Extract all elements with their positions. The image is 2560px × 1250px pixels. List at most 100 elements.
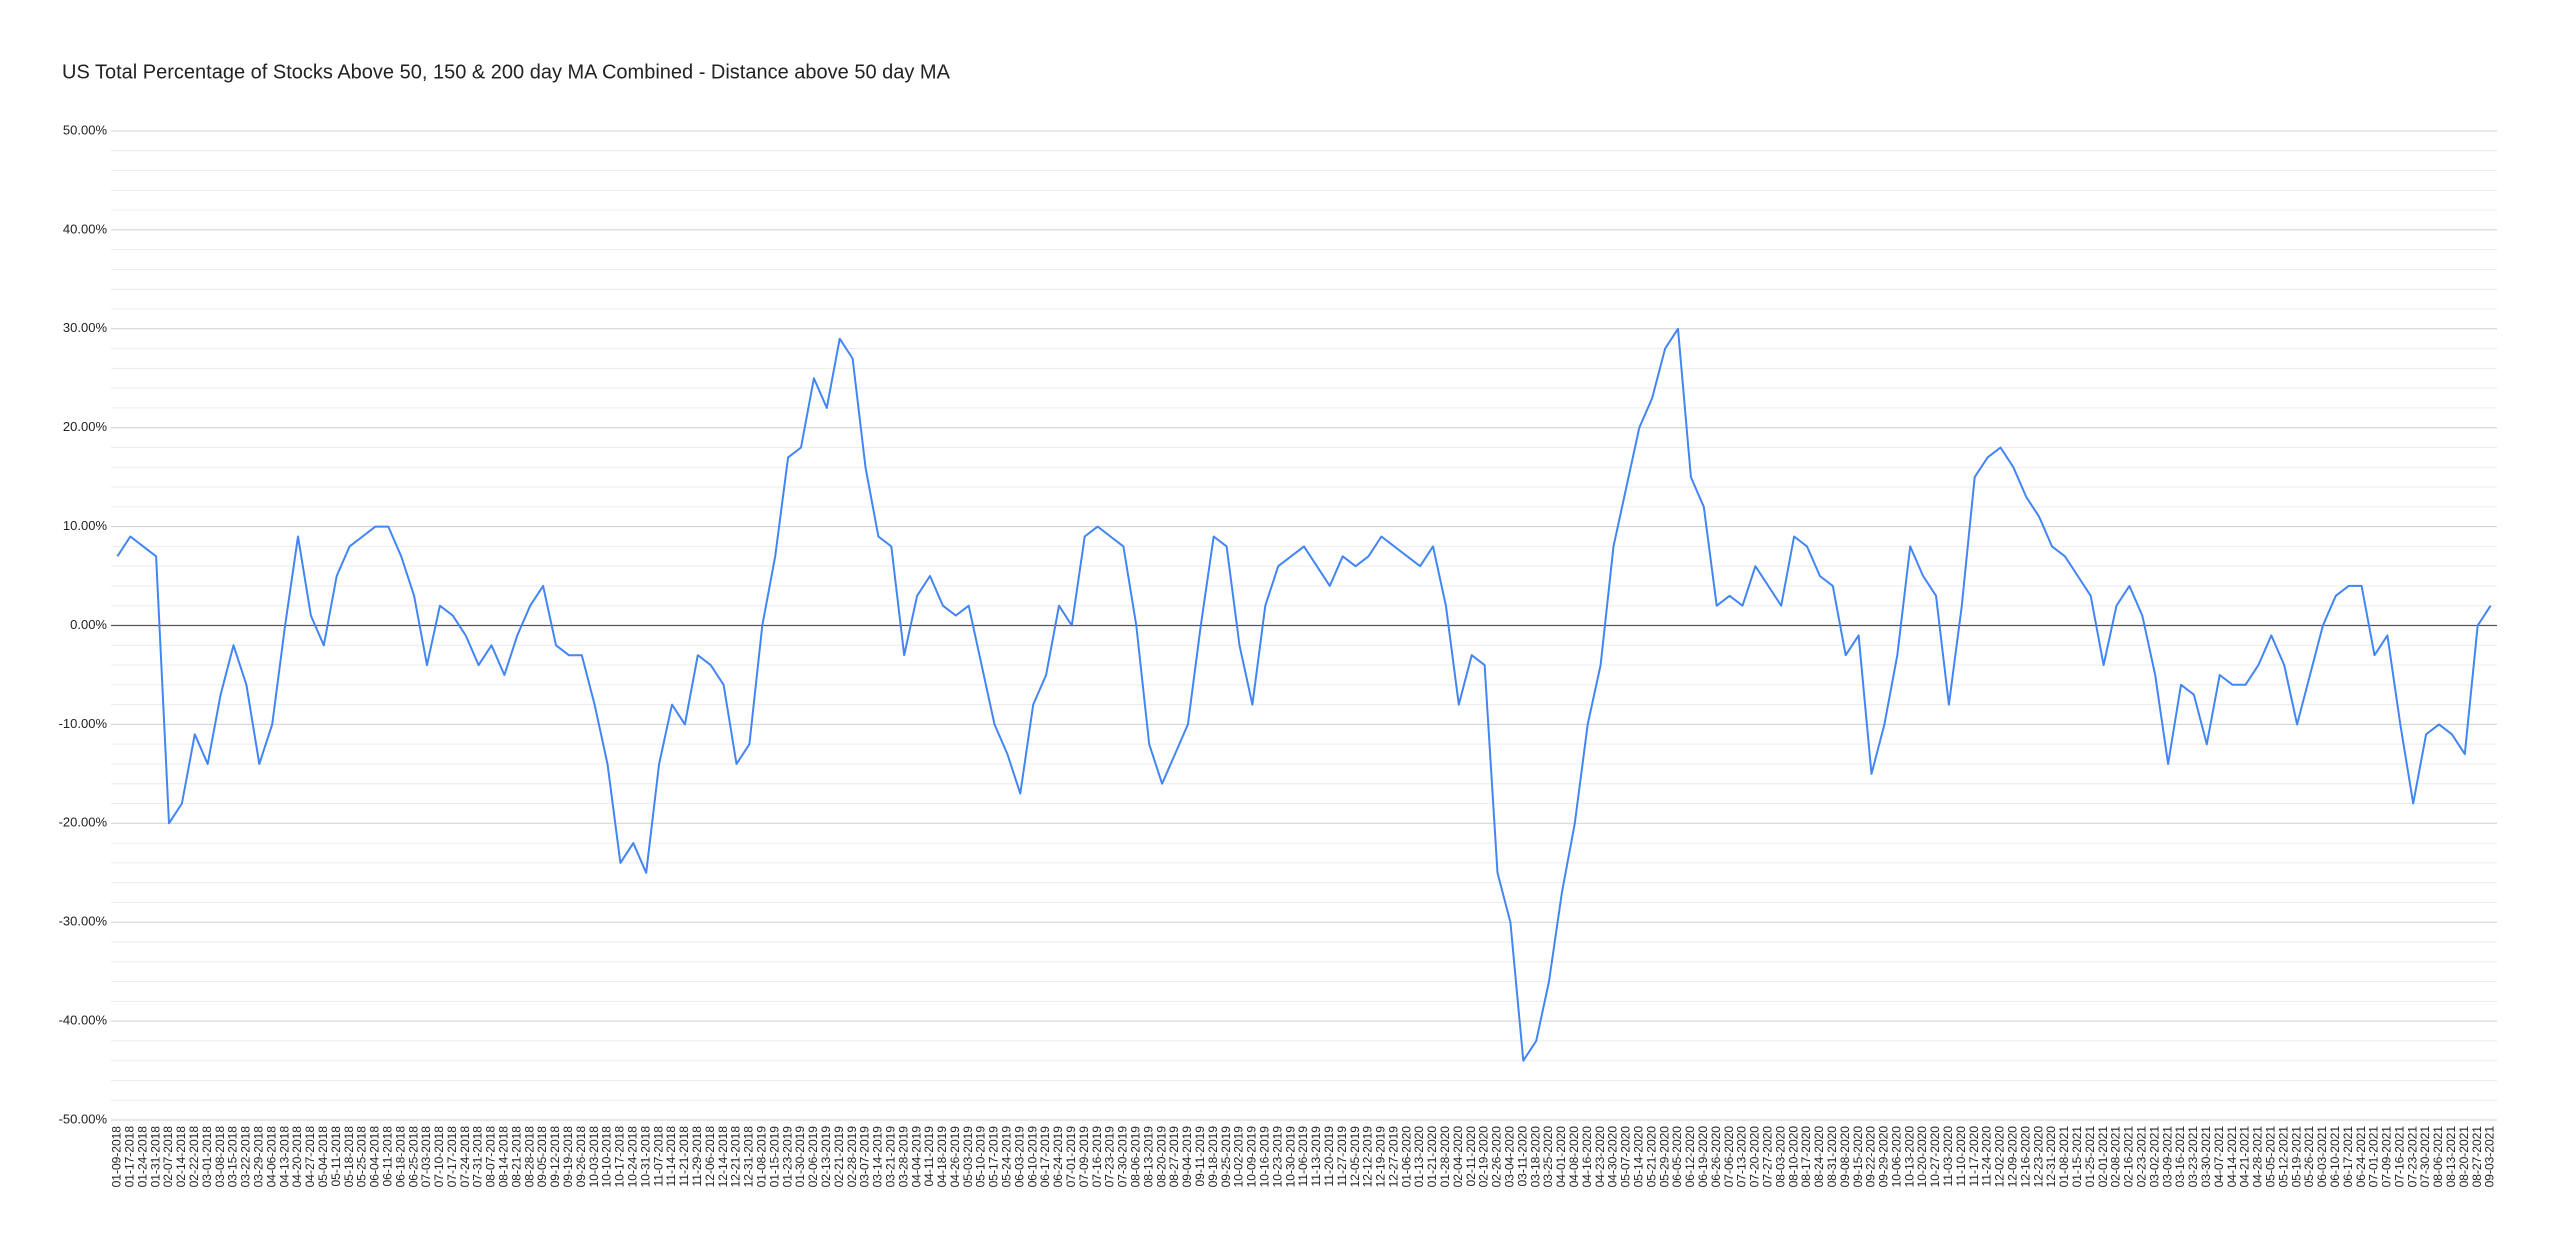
x-tick-label: 01-24-2018 (135, 1126, 149, 1188)
x-tick-label: 02-08-2021 (2109, 1126, 2123, 1188)
x-tick-label: 12-19-2019 (1374, 1126, 1388, 1188)
x-tick-label: 01-13-2020 (1412, 1126, 1426, 1188)
y-tick-label: 20.00% (63, 419, 108, 434)
x-tick-label: 08-06-2019 (1129, 1126, 1143, 1188)
x-tick-label: 10-13-2020 (1902, 1126, 1916, 1188)
x-tick-label: 11-14-2018 (664, 1126, 678, 1187)
x-tick-label: 03-21-2019 (883, 1126, 897, 1188)
x-tick-label: 04-11-2019 (922, 1126, 936, 1187)
x-tick-label: 04-13-2018 (277, 1126, 291, 1188)
x-tick-label: 12-31-2018 (742, 1126, 756, 1188)
x-tick-label: 12-31-2020 (2044, 1126, 2058, 1188)
y-tick-label: -10.00% (59, 716, 108, 731)
x-tick-label: 04-27-2018 (303, 1126, 317, 1188)
x-tick-label: 12-05-2019 (1348, 1126, 1362, 1188)
x-tick-label: 03-08-2018 (213, 1126, 227, 1188)
x-tick-label: 05-05-2021 (2263, 1126, 2277, 1188)
x-tick-label: 05-26-2021 (2302, 1126, 2316, 1188)
x-tick-label: 05-24-2019 (1000, 1126, 1014, 1188)
x-tick-label: 08-13-2019 (1141, 1126, 1155, 1188)
x-tick-label: 04-08-2020 (1567, 1126, 1581, 1188)
x-tick-label: 02-07-2018 (161, 1126, 175, 1188)
x-tick-label: 02-21-2019 (832, 1126, 846, 1188)
x-tick-label: 06-10-2019 (1025, 1126, 1039, 1188)
x-tick-label: 08-27-2019 (1167, 1126, 1181, 1188)
x-tick-label: 01-28-2020 (1438, 1126, 1452, 1188)
x-tick-label: 09-18-2019 (1206, 1126, 1220, 1188)
x-tick-label: 08-06-2021 (2431, 1126, 2445, 1188)
y-tick-label: -50.00% (59, 1111, 108, 1126)
x-tick-label: 09-22-2020 (1864, 1126, 1878, 1188)
x-tick-label: 09-19-2018 (561, 1126, 575, 1188)
x-tick-label: 02-19-2020 (1477, 1126, 1491, 1188)
y-tick-label: 50.00% (63, 122, 108, 137)
x-tick-label: 09-15-2020 (1851, 1126, 1865, 1188)
x-tick-label: 04-06-2018 (264, 1126, 278, 1188)
x-tick-label: 06-17-2021 (2341, 1126, 2355, 1188)
x-tick-label: 07-13-2020 (1735, 1126, 1749, 1188)
x-tick-label: 09-25-2019 (1219, 1126, 1233, 1188)
x-tick-label: 07-09-2019 (1077, 1126, 1091, 1188)
x-tick-label: 04-14-2021 (2225, 1126, 2239, 1188)
x-tick-label: 07-01-2021 (2367, 1126, 2381, 1188)
x-tick-label: 01-23-2019 (780, 1126, 794, 1188)
x-tick-label: 05-10-2019 (974, 1126, 988, 1188)
x-tick-label: 07-17-2018 (445, 1126, 459, 1188)
x-tick-label: 07-30-2021 (2418, 1126, 2432, 1188)
x-tick-label: 03-14-2019 (871, 1126, 885, 1188)
x-tick-label: 10-06-2020 (1889, 1126, 1903, 1188)
x-tick-label: 04-20-2018 (290, 1126, 304, 1188)
x-tick-label: 09-12-2018 (548, 1126, 562, 1188)
x-tick-label: 08-14-2018 (497, 1126, 511, 1188)
x-tick-label: 06-18-2018 (393, 1126, 407, 1188)
x-tick-label: 07-16-2019 (1090, 1126, 1104, 1188)
x-tick-label: 01-15-2021 (2070, 1126, 2084, 1188)
x-tick-label: 11-20-2019 (1322, 1126, 1336, 1187)
x-tick-label: 07-23-2019 (1103, 1126, 1117, 1188)
x-tick-label: 02-06-2019 (806, 1126, 820, 1188)
x-tick-label: 06-03-2021 (2315, 1126, 2329, 1188)
x-tick-label: 08-10-2020 (1786, 1126, 1800, 1188)
x-tick-label: 09-11-2019 (1193, 1126, 1207, 1187)
x-tick-label: 01-21-2020 (1425, 1126, 1439, 1188)
x-tick-label: 10-24-2018 (626, 1126, 640, 1188)
x-tick-label: 01-25-2021 (2083, 1126, 2097, 1188)
x-tick-label: 03-07-2019 (858, 1126, 872, 1188)
x-tick-label: 07-01-2019 (1064, 1126, 1078, 1188)
x-tick-label: 02-26-2020 (1490, 1126, 1504, 1188)
x-tick-label: 04-23-2020 (1593, 1126, 1607, 1188)
x-tick-label: 05-12-2021 (2276, 1126, 2290, 1188)
x-tick-label: 07-06-2020 (1722, 1126, 1736, 1188)
x-tick-label: 03-22-2018 (239, 1126, 253, 1188)
x-tick-label: 05-03-2019 (961, 1126, 975, 1188)
x-tick-label: 10-03-2018 (587, 1126, 601, 1188)
x-tick-label: 06-24-2019 (1051, 1126, 1065, 1188)
x-tick-label: 03-30-2021 (2199, 1126, 2213, 1188)
x-tick-label: 08-27-2021 (2470, 1126, 2484, 1188)
x-tick-label: 06-12-2020 (1683, 1126, 1697, 1188)
x-tick-label: 05-07-2020 (1619, 1126, 1633, 1188)
x-tick-label: 09-26-2018 (574, 1126, 588, 1188)
x-tick-label: 12-06-2018 (703, 1126, 717, 1188)
x-tick-label: 08-21-2018 (509, 1126, 523, 1188)
x-tick-label: 08-20-2019 (1154, 1126, 1168, 1188)
x-tick-label: 05-19-2021 (2289, 1126, 2303, 1188)
x-tick-label: 10-31-2018 (638, 1126, 652, 1188)
x-tick-label: 12-27-2019 (1386, 1126, 1400, 1188)
y-tick-label: -20.00% (59, 815, 108, 830)
x-tick-label: 08-07-2018 (484, 1126, 498, 1188)
x-tick-label: 07-31-2018 (471, 1126, 485, 1188)
x-tick-label: 10-16-2019 (1257, 1126, 1271, 1188)
x-tick-label: 10-23-2019 (1270, 1126, 1284, 1188)
x-tick-label: 01-08-2019 (754, 1126, 768, 1188)
x-tick-label: 07-23-2021 (2405, 1126, 2419, 1188)
x-tick-label: 07-24-2018 (458, 1126, 472, 1188)
x-tick-label: 08-20-2021 (2457, 1126, 2471, 1188)
x-tick-label: 05-17-2019 (987, 1126, 1001, 1188)
x-tick-label: 06-10-2021 (2328, 1126, 2342, 1188)
y-tick-label: 0.00% (70, 617, 107, 632)
x-tick-label: 04-26-2019 (948, 1126, 962, 1188)
x-tick-label: 10-10-2018 (600, 1126, 614, 1188)
x-tick-label: 02-16-2021 (2122, 1126, 2136, 1188)
